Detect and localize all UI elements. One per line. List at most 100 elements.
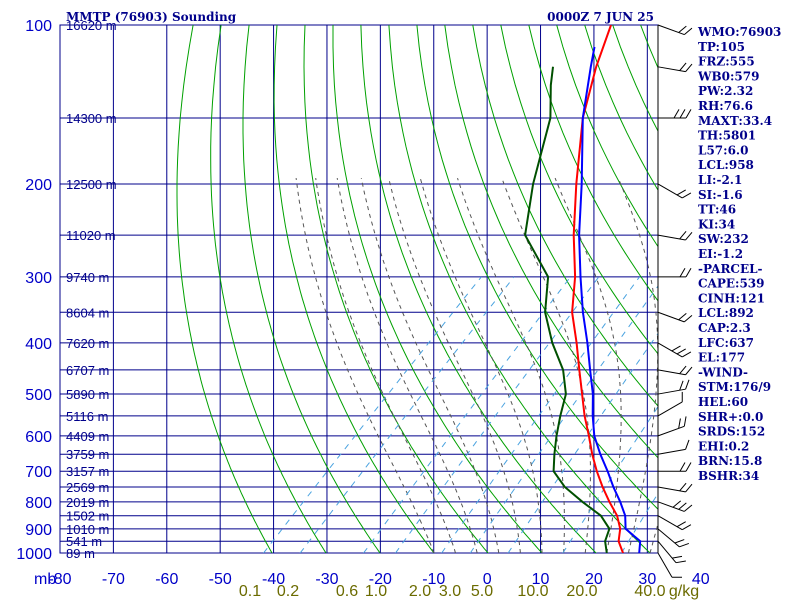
wind-barb: [657, 66, 686, 73]
chart-date: 0000Z 7 JUN 25: [547, 10, 654, 24]
temperature-tick-label: 30: [638, 571, 656, 588]
wind-barb-flag: [685, 379, 690, 390]
stability-index: RH:76.6: [698, 99, 753, 113]
pressure-tick-label: 200: [25, 177, 52, 194]
stability-index: LCL:958: [698, 158, 754, 172]
parcel-line: [578, 46, 642, 553]
wind-barb-flag: [683, 27, 693, 35]
temperature-tick-label: 10: [532, 571, 550, 588]
pressure-unit-label: mb: [34, 571, 56, 588]
wind-barb-flag: [685, 63, 693, 72]
moist-adiabat-line: [501, 177, 591, 553]
wind-barb-flag: [674, 539, 685, 544]
temperature-tick-label: -30: [315, 571, 338, 588]
mixing-ratio-label: 20.0: [566, 583, 597, 600]
stability-index: SRDS:152: [698, 425, 765, 439]
stability-index: -WIND-: [698, 365, 748, 379]
mixing-ratio-label: 0.2: [277, 583, 299, 600]
moist-adiabat-line: [388, 177, 521, 553]
wind-barb-flag: [673, 109, 680, 119]
temperature-axis: -80 -70 -60 -50 -40 -30 -20 -10 0 10 20 30 40: [48, 571, 709, 588]
wind-barb: [657, 311, 685, 323]
plot-frame: [59, 24, 659, 554]
mixing-ratio-label: 10.0: [517, 583, 548, 600]
wind-barb-flag: [683, 504, 693, 512]
moist-adiabat-line: [295, 178, 435, 553]
wind-barb: [657, 342, 683, 358]
dewpoint-line: [524, 66, 611, 553]
wind-barb-flag: [671, 345, 681, 352]
temperature-tick-label: -50: [209, 571, 232, 588]
wind-barb: [657, 388, 686, 395]
stability-index: SW:232: [698, 232, 749, 246]
pressure-tick-label: 1000: [16, 546, 52, 563]
wind-barb-flag: [676, 189, 686, 196]
stability-index: BRN:15.8: [698, 454, 762, 468]
mixing-ratio-labels: 0.1 0.2 0.6 1.0 2.0 3.0 5.0 10.0 20.0 40.0 g/kg: [239, 583, 699, 600]
height-label: 16620 m: [66, 18, 117, 33]
stability-index: EHI:0.2: [698, 439, 749, 453]
dry-adiabat-line: [273, 25, 435, 553]
wind-barb: [657, 24, 685, 36]
temperature-tick-label: -60: [155, 571, 178, 588]
wind-barb: [657, 552, 673, 578]
wind-barb-flag: [679, 62, 687, 71]
dry-adiabat-line: [584, 25, 658, 192]
stability-index: SHR+:0.0: [698, 410, 763, 424]
wind-barb: [657, 369, 686, 376]
height-label: 6707 m: [66, 363, 109, 378]
mixing-ratio-label: 40.0: [634, 583, 665, 600]
height-label: 2569 m: [66, 480, 109, 495]
moist-adiabat-line: [360, 177, 500, 553]
dry-adiabat-line: [556, 25, 658, 248]
wind-barb: [657, 401, 683, 417]
height-label: 3759 m: [66, 447, 109, 462]
height-label: 541 m: [66, 534, 102, 549]
stability-index: BSHR:34: [698, 469, 759, 483]
adiabat-lines: [176, 25, 658, 553]
stability-index: SI:-1.6: [698, 188, 743, 202]
stability-index: WMO:76903: [697, 25, 781, 39]
moist-adiabat-line: [336, 178, 478, 553]
wind-barb-flag: [672, 500, 682, 508]
wind-barb-flag: [685, 231, 693, 241]
wind-barb-flag: [676, 348, 686, 355]
wind-barb-flag: [678, 25, 687, 33]
stability-index: CINH:121: [698, 291, 765, 305]
stability-index: KI:34: [698, 217, 735, 231]
isobar-isotherm-grid: [59, 24, 659, 554]
wind-barb-flag: [679, 380, 684, 391]
dry-adiabat-line: [242, 25, 381, 553]
wind-barb-flag: [672, 555, 683, 559]
mixing-ratio-label: 2.0: [409, 583, 431, 600]
dry-adiabat-line: [528, 25, 658, 302]
mixing-ratio-label: 5.0: [471, 583, 493, 600]
temperature-tick-label: 0: [483, 571, 492, 588]
wind-barb-flag: [681, 351, 692, 358]
pressure-tick-label: 700: [25, 464, 52, 481]
dry-adiabat-line: [416, 25, 658, 510]
moist-adiabat-line: [419, 177, 543, 553]
stability-index: HEL:60: [698, 395, 748, 409]
mixing-ratio-line: [263, 276, 482, 553]
wind-barb-flag: [681, 192, 692, 199]
wind-barb: [657, 234, 686, 241]
mixing-ratio-line: [469, 285, 658, 553]
moist-adiabat-line: [554, 177, 622, 553]
height-label: 8604 m: [66, 305, 109, 320]
dry-adiabat-line: [388, 25, 651, 553]
wind-barb-flag: [685, 268, 692, 278]
dry-adiabat-line: [176, 25, 273, 553]
stability-index: TH:5801: [698, 129, 756, 143]
dry-adiabat-line: [332, 25, 543, 553]
mixing-ratio-label: 0.1: [239, 583, 261, 600]
wind-barb-flag: [679, 268, 686, 278]
stability-index: CAP:2.3: [698, 321, 751, 335]
mixing-ratio-label: 1.0: [365, 583, 387, 600]
wind-barb-flag: [678, 312, 687, 321]
mixing-ratio-line: [507, 332, 658, 553]
height-label: 89 m: [66, 546, 95, 561]
stability-indices: WMO:76903TP:105FRZ:555WB0:579PW:2.32RH:7…: [697, 25, 781, 483]
dry-adiabat-line: [360, 25, 597, 553]
